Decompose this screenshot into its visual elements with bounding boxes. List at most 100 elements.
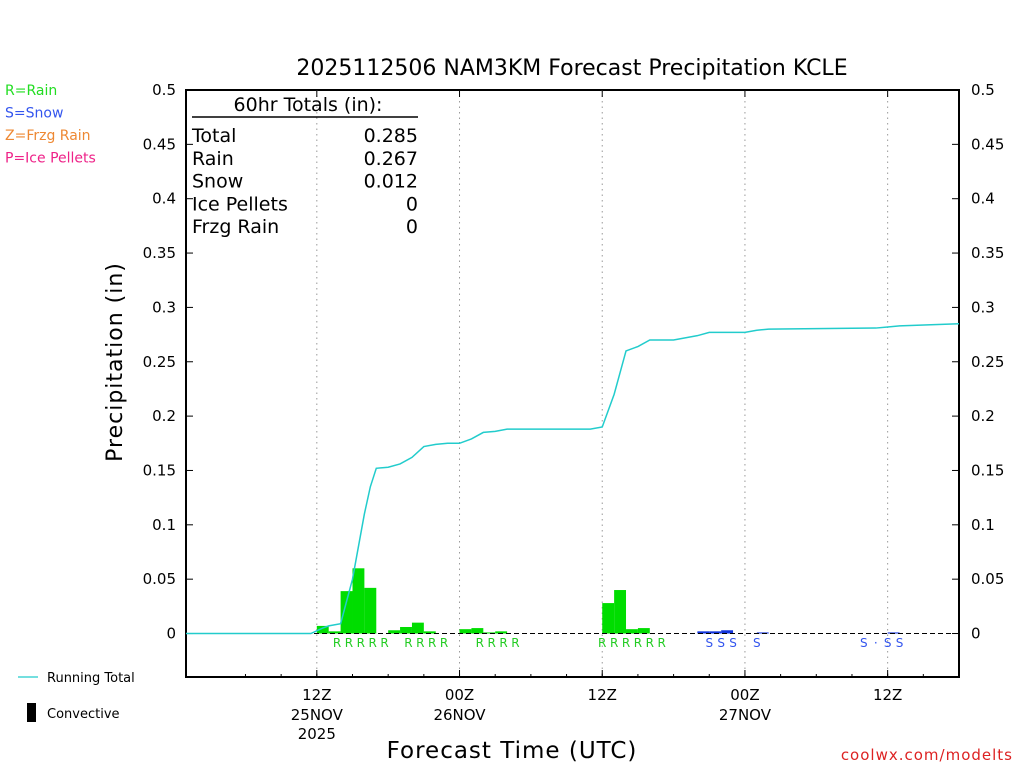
rain-bar [423, 631, 436, 634]
y-tick-label: 0.1 [152, 516, 176, 534]
totals-rows: Total 0.285 Rain 0.267 Snow 0.012 Ice Pellets 0… [191, 125, 418, 238]
snow-bar [756, 632, 769, 634]
convective-legend-swatch [27, 703, 36, 722]
rain-type-label: R [646, 636, 654, 650]
y-tick-label: 0.35 [143, 244, 176, 262]
y-tick-label: 0.15 [143, 461, 176, 479]
x-tick-label: 12Z [873, 686, 902, 704]
snow-bar [887, 632, 900, 634]
y-tick-label-right: 0.45 [971, 135, 1004, 153]
y-tick-label: 0.5 [152, 81, 176, 99]
totals-header: 60hr Totals (in): [234, 94, 383, 116]
rain-type-label: R [511, 636, 519, 650]
totals-row-label: Ice Pellets [192, 193, 288, 215]
precip-type-legend-item: R=Rain [5, 83, 57, 99]
rain-bar [495, 631, 508, 634]
y-axis-right: 0 0.05 0.1 0.15 0.2 0.25 0.3 0.35 0.4 0.45 0.5 [952, 81, 1004, 643]
x-tick-date-label: 25NOV [291, 706, 344, 724]
rain-type-label: R [404, 636, 412, 650]
rain-type-label: R [357, 636, 365, 650]
y-tick-label: 0.45 [143, 135, 176, 153]
y-tick-label-right: 0.2 [971, 407, 995, 425]
precip-type-legend-item: Z=Frzg Rain [5, 128, 91, 144]
rain-bar [459, 629, 472, 634]
snow-type-label: S [717, 636, 725, 650]
totals-row-label: Rain [192, 148, 234, 170]
x-tick-label: 00Z [445, 686, 474, 704]
y-tick-label: 0.05 [143, 570, 176, 588]
rain-bar [411, 622, 424, 634]
totals-box: 60hr Totals (in): Total 0.285 Rain 0.267 Sno… [191, 94, 418, 238]
rain-bar [352, 568, 365, 634]
rain-type-label: R [428, 636, 436, 650]
precip-type-labels: R R R R R R R R R R R R R R R R R R R S S S S S · S S [333, 636, 903, 650]
totals-row-label: Total [191, 125, 236, 147]
rain-bar [340, 591, 353, 634]
rain-type-label: R [598, 636, 606, 650]
y-tick-label-right: 0.5 [971, 81, 995, 99]
chart-title: 2025112506 NAM3KM Forecast Precipitation… [296, 56, 847, 81]
precip-type-legend-item: S=Snow [5, 106, 63, 122]
convective-legend-label: Convective [47, 707, 120, 722]
x-tick-date-label: 27NOV [719, 706, 772, 724]
rain-bar [388, 630, 401, 634]
rain-bar [471, 628, 484, 634]
y-tick-label-right: 0.05 [971, 570, 1004, 588]
y-axis-label: Precipitation (in) [103, 262, 128, 462]
totals-row-label: Snow [192, 171, 243, 193]
rain-bar [316, 625, 329, 634]
y-tick-label-right: 0.1 [971, 516, 995, 534]
rain-type-label: R [499, 636, 507, 650]
running-total-line [186, 322, 960, 635]
snow-type-label: S [729, 636, 737, 650]
x-tick-date-label: 26NOV [433, 706, 486, 724]
snow-type-label: S [705, 636, 713, 650]
x-tick-label: 12Z [302, 686, 331, 704]
rain-type-label: R [476, 636, 484, 650]
snow-type-label: S [860, 636, 868, 650]
x-axis-label: Forecast Time (UTC) [387, 738, 638, 764]
x-tick-label: 00Z [730, 686, 759, 704]
y-tick-label-right: 0.35 [971, 244, 1004, 262]
rain-bar [614, 590, 627, 634]
rain-bar [328, 631, 341, 634]
totals-row-label: Frzg Rain [192, 216, 279, 238]
rain-bar [602, 603, 615, 634]
precip-type-legend-item: P=Ice Pellets [5, 151, 96, 167]
rain-bar [400, 626, 412, 634]
rain-type-label: R [416, 636, 424, 650]
snow-type-label: S [896, 636, 904, 650]
rain-bar [626, 629, 638, 634]
precip-type-legend: R=Rain S=Snow Z=Frzg Rain P=Ice Pellets [5, 83, 96, 167]
y-axis-left: 0 0.05 0.1 0.15 0.2 0.25 0.3 0.35 0.4 0.45 0.5 [143, 81, 193, 643]
totals-row-value: 0.285 [364, 125, 418, 147]
snow-type-label: · [874, 636, 878, 650]
snow-type-label: S [753, 636, 761, 650]
snow-bar [709, 631, 722, 634]
rain-type-label: R [622, 636, 630, 650]
x-tick-year-label: 2025 [298, 725, 336, 743]
plot-frame [185, 89, 960, 678]
credit-text: coolwx.com/modelts [841, 746, 1013, 764]
y-tick-label-right: 0.15 [971, 461, 1004, 479]
y-tick-label-right: 0.25 [971, 353, 1004, 371]
series-legend: Running Total Convective [18, 671, 135, 722]
rain-bar [483, 632, 496, 634]
x-tick-label: 12Z [588, 686, 617, 704]
rain-type-label: R [658, 636, 666, 650]
y-tick-label-right: 0 [971, 625, 981, 643]
totals-row-value: 0.012 [364, 171, 418, 193]
rain-type-label: R [369, 636, 377, 650]
y-tick-label: 0 [166, 625, 176, 643]
rain-type-label: R [610, 636, 618, 650]
totals-row-value: 0 [406, 216, 418, 238]
rain-type-label: R [634, 636, 642, 650]
rain-type-label: R [333, 636, 341, 650]
snow-bar [697, 631, 710, 634]
rain-type-label: R [440, 636, 448, 650]
rain-type-label: R [380, 636, 388, 650]
snow-bar [721, 630, 734, 634]
y-tick-label-right: 0.3 [971, 298, 995, 316]
y-tick-label-right: 0.4 [971, 190, 995, 208]
